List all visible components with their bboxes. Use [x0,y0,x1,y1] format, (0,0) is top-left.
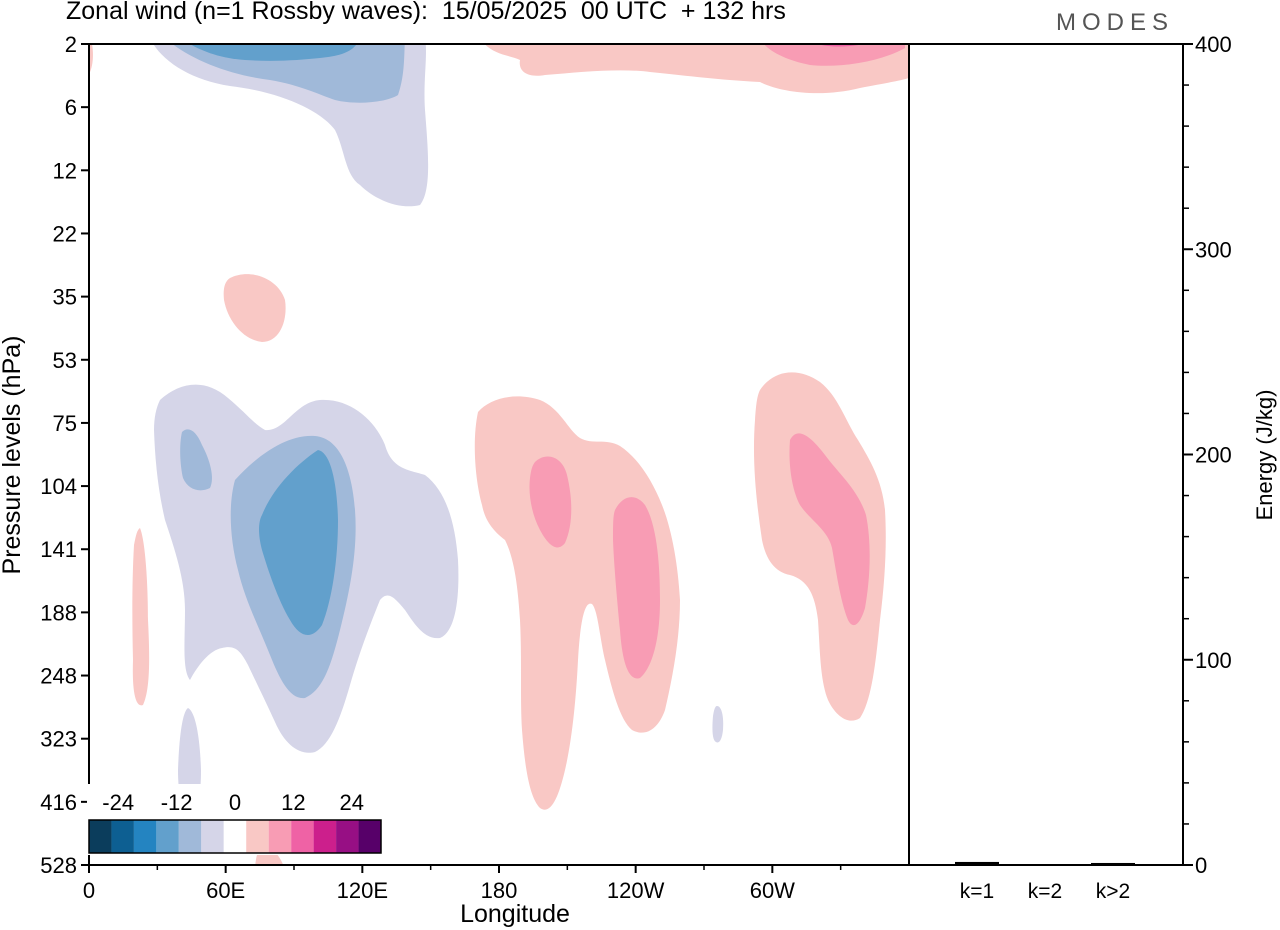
pos-region-center-mid-a [529,456,572,548]
energy-bar [1091,862,1135,865]
longitude-axis: 0 60E 120E 180 120W 60W [83,865,842,903]
energy-bars [955,861,1135,865]
longitude-tick-label: 0 [83,878,95,903]
y-axis-label: Pressure levels (hPa) [0,336,26,575]
energy-tick-label: 100 [1195,648,1232,673]
colorbar-swatch [291,820,314,853]
energy-axis-label: Energy (J/kg) [1252,390,1277,521]
energy-tick-label: 0 [1195,853,1207,878]
energy-tick-label: 200 [1195,443,1232,468]
colorbar-swatch [246,820,269,853]
neg-region-small-blob [712,706,724,743]
pressure-tick-label: 22 [53,221,77,246]
colorbar-label: -24 [102,790,134,815]
chart-title: Zonal wind (n=1 Rossby waves): 15/05/202… [66,0,786,25]
energy-axis-ticks: 0 100 200 300 400 [1183,32,1232,878]
energy-tick-label: 400 [1195,32,1232,57]
longitude-tick-label: 180 [481,878,518,903]
energy-bar [1023,864,1067,865]
neg-region-mid-strong [259,450,338,636]
colorbar-swatches [88,819,382,854]
neg-region-small-core [180,429,213,491]
pressure-tick-label: 416 [40,790,77,815]
pressure-tick-label: 323 [40,727,77,752]
pressure-tick-label: 2 [65,32,77,57]
pos-region-right-light [753,372,886,721]
colorbar-swatch [89,820,112,853]
colorbar-label: -12 [161,790,193,815]
colorbar-label: 0 [229,790,241,815]
wavenumber-label: k=1 [960,880,994,903]
brand-logo: MODES [1056,9,1175,36]
pressure-tick-label: 53 [53,348,77,373]
pressure-tick-label: 12 [53,158,77,183]
longitude-tick-label: 60W [750,878,795,903]
colorbar-swatch [178,820,202,853]
pos-region-right-mid [789,433,870,626]
wavenumber-labels: k=1 k=2 k>2 [960,880,1130,903]
neg-region-upper-strong [189,44,357,61]
colorbar-frame [88,819,382,854]
longitude-tick-label: 120E [337,878,388,903]
pos-region-center-mid-b [613,497,660,679]
colorbar-labels: -24 -12 0 12 24 [102,790,364,815]
colorbar-swatch [223,820,247,853]
longitude-tick-label: 60E [206,878,245,903]
colorbar-swatch [268,820,292,853]
pressure-axis: 2 6 12 22 35 53 75 104 141 188 248 323 416 528 [40,32,89,878]
pressure-tick-label: 248 [40,664,77,689]
colorbar-swatch [336,820,359,853]
pos-region-left-strip [132,528,150,706]
pos-region-35hpa [223,274,286,342]
longitude-tick-label: 120W [607,878,665,903]
colorbar-label: 24 [340,790,364,815]
energy-tick-label: 300 [1195,237,1232,262]
colorbar-swatch [358,820,381,853]
colorbar-swatch [111,820,134,853]
wavenumber-label: k>2 [1096,880,1130,903]
pressure-tick-label: 6 [65,95,77,120]
colorbar-swatch [201,820,224,853]
pressure-tick-label: 75 [53,411,77,436]
pressure-tick-label: 188 [40,600,77,625]
colorbar-swatch [133,820,157,853]
pressure-tick-label: 104 [40,474,77,499]
colorbar-swatch [156,820,179,853]
pressure-tick-label: 528 [40,853,77,878]
neg-region-upper-mid [172,44,405,103]
wavenumber-label: k=2 [1028,880,1062,903]
contour-fields [89,44,909,865]
pressure-tick-label: 141 [40,537,77,562]
colorbar-label: 12 [281,790,305,815]
x-axis-label: Longitude [460,900,570,928]
pressure-tick-label: 35 [53,285,77,310]
pos-region-upper-mid [764,44,905,66]
colorbar: -24 -12 0 12 24 [87,784,383,855]
colorbar-swatch [313,820,337,853]
energy-bar [955,861,999,865]
